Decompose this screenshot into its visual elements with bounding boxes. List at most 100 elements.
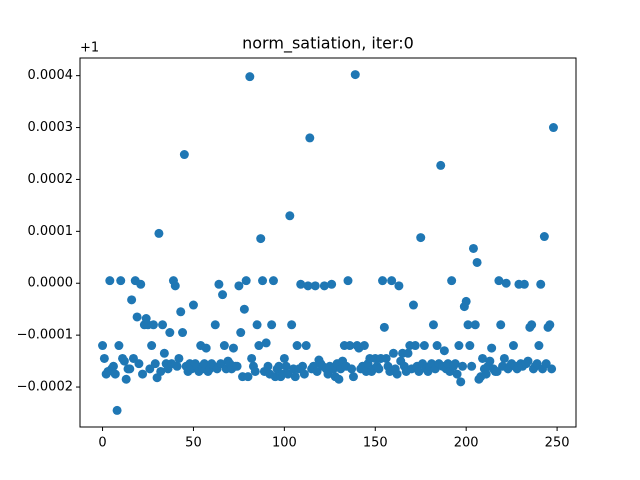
point — [299, 369, 309, 379]
point — [116, 276, 126, 286]
point — [496, 320, 506, 330]
point — [478, 353, 488, 363]
point — [268, 276, 278, 286]
point — [219, 341, 229, 351]
point — [485, 356, 495, 366]
point — [245, 72, 255, 82]
point — [127, 295, 137, 305]
point — [159, 348, 169, 358]
point — [261, 338, 271, 348]
point — [214, 279, 224, 289]
point — [436, 160, 446, 170]
point — [281, 361, 291, 371]
point — [419, 341, 429, 351]
point — [536, 279, 546, 289]
point — [481, 369, 491, 379]
chart-title: norm_satiation, iter:0 — [242, 34, 414, 54]
point — [381, 353, 391, 363]
point — [136, 279, 146, 289]
point — [494, 276, 504, 286]
y-tick-label: 0.0002 — [28, 172, 74, 187]
point — [539, 232, 549, 242]
point — [179, 150, 189, 160]
point — [394, 281, 404, 291]
point — [172, 361, 182, 371]
point — [310, 281, 320, 291]
point — [347, 364, 357, 374]
point — [250, 366, 260, 376]
point — [523, 356, 533, 366]
point — [534, 341, 544, 351]
x-tick-label: 0 — [98, 436, 106, 451]
point — [156, 366, 166, 376]
point — [508, 341, 518, 351]
point — [256, 234, 266, 244]
point — [359, 341, 369, 351]
point — [134, 359, 144, 369]
point — [119, 356, 129, 366]
point — [247, 353, 257, 363]
point — [279, 353, 289, 363]
point — [463, 320, 473, 330]
point — [379, 322, 389, 332]
x-tick-label: 100 — [272, 436, 297, 451]
point — [378, 276, 388, 286]
point — [388, 348, 398, 358]
point — [450, 359, 460, 369]
y-tick-label: 0.0003 — [28, 120, 74, 135]
point — [487, 343, 497, 353]
point — [232, 361, 242, 371]
point — [158, 320, 168, 330]
point — [138, 369, 148, 379]
point — [547, 364, 557, 374]
point — [112, 405, 122, 415]
point — [527, 320, 537, 330]
point — [178, 328, 188, 338]
point — [228, 343, 238, 353]
point — [290, 372, 300, 382]
point — [188, 300, 198, 310]
point — [410, 341, 420, 351]
point — [176, 307, 186, 317]
point — [241, 276, 251, 286]
point — [298, 361, 308, 371]
point — [334, 374, 344, 384]
point — [472, 257, 482, 267]
point — [327, 279, 337, 289]
point — [343, 276, 353, 286]
point — [519, 279, 529, 289]
point — [147, 341, 157, 351]
point — [105, 276, 115, 286]
point — [465, 341, 475, 351]
point — [98, 341, 108, 351]
point — [108, 361, 118, 371]
point — [348, 372, 358, 382]
point — [345, 341, 355, 351]
point — [285, 211, 295, 221]
point — [467, 361, 477, 371]
point — [350, 70, 360, 80]
point — [121, 374, 131, 384]
y-tick-label: 0.0001 — [28, 224, 74, 239]
point — [254, 341, 264, 351]
x-tick-label: 200 — [454, 436, 479, 451]
point — [267, 320, 277, 330]
point — [416, 233, 426, 243]
y-tick-label: 0.0000 — [28, 276, 74, 291]
point — [292, 341, 302, 351]
point — [258, 276, 268, 286]
x-tick-label: 250 — [545, 436, 570, 451]
x-tick-label: 150 — [363, 436, 388, 451]
point — [263, 361, 273, 371]
point — [414, 366, 424, 376]
point — [461, 296, 471, 306]
point — [548, 123, 558, 133]
point — [296, 279, 306, 289]
point — [468, 243, 478, 253]
point — [148, 320, 158, 330]
point — [499, 353, 509, 363]
point — [501, 278, 511, 288]
point — [392, 369, 402, 379]
